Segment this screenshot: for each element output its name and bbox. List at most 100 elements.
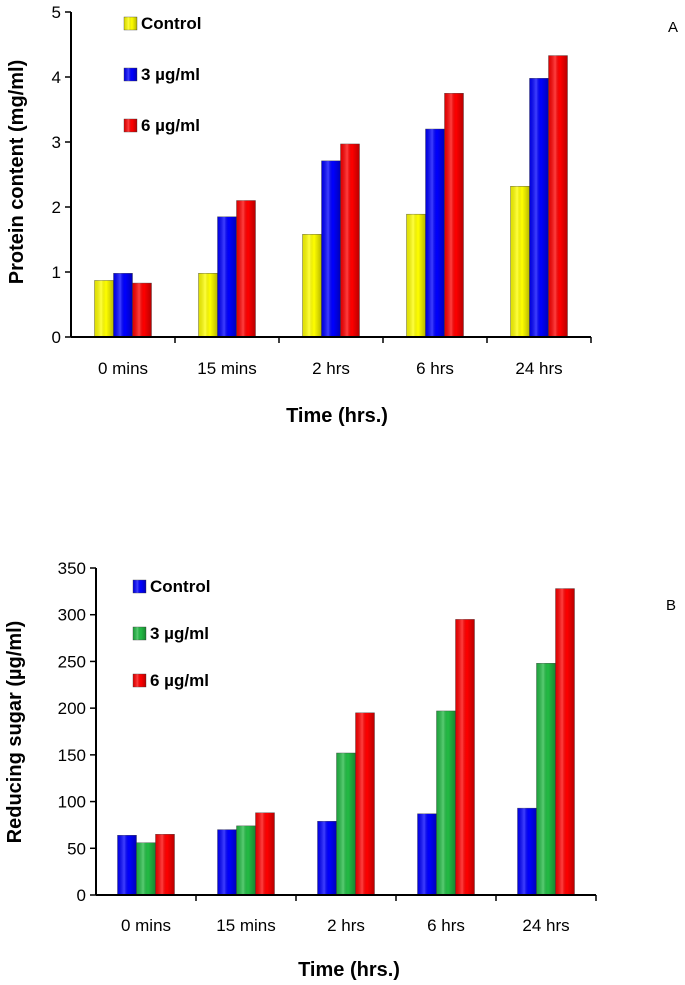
x-category-label: 24 hrs: [515, 359, 562, 378]
y-tick-label: 100: [58, 793, 86, 812]
bar-shade: [113, 273, 133, 337]
bar: [340, 143, 360, 338]
y-tick-label: 150: [58, 746, 86, 765]
y-axis-title-a: Protein content (mg/ml): [6, 60, 28, 284]
legend-swatch-shade: [124, 119, 137, 132]
x-category-label: 15 mins: [216, 916, 276, 935]
bar-shade: [155, 834, 175, 895]
bar-shade: [548, 55, 568, 338]
bar-shade: [198, 273, 218, 337]
x-category-label: 2 hrs: [312, 359, 350, 378]
bar-shade: [536, 663, 556, 895]
bar: [217, 216, 237, 338]
bar-shade: [455, 619, 475, 895]
bar-shade: [340, 143, 360, 337]
bar: [236, 825, 256, 896]
bar: [417, 813, 437, 896]
panel-label-a: A: [668, 19, 678, 36]
y-tick-label: 5: [52, 3, 61, 22]
y-tick-label: 2: [52, 198, 61, 217]
bar: [255, 812, 275, 896]
x-category-label: 2 hrs: [327, 916, 365, 935]
bar-shade: [510, 186, 530, 337]
y-axis-title-b: Reducing sugar (µg/ml): [4, 621, 26, 844]
bar-shade: [406, 214, 426, 337]
y-tick-label: 200: [58, 699, 86, 718]
legend-swatch-shade: [133, 674, 146, 687]
x-category-label: 6 hrs: [416, 359, 454, 378]
chart-panel-a: A Protein content (mg/ml) Time (hrs.) 0 1…: [6, 3, 678, 427]
bar-shade: [529, 78, 549, 338]
legend-label: 3 µg/ml: [150, 624, 209, 643]
legend-swatch-shade: [133, 627, 146, 640]
bar-shade: [555, 588, 575, 895]
legend-swatch-shade: [133, 580, 146, 593]
legend-label: 3 µg/ml: [141, 65, 200, 84]
bar: [425, 128, 445, 338]
y-tick-label: 1: [52, 263, 61, 282]
bar: [336, 752, 356, 896]
bar: [302, 234, 322, 338]
bar-shade: [425, 129, 445, 337]
bar: [355, 712, 375, 896]
bar: [321, 160, 341, 338]
bar: [236, 200, 256, 338]
bar-shade: [355, 712, 375, 895]
bar-shade: [517, 808, 537, 895]
bar: [548, 55, 568, 338]
x-categories-b: 0 mins 15 mins 2 hrs 6 hrs 24 hrs: [121, 895, 597, 935]
y-ticks-a: 0 1 2 3 4 5: [52, 3, 71, 347]
bar-shade: [94, 280, 114, 337]
bar: [113, 273, 133, 338]
legend-item: Control: [132, 577, 210, 596]
y-tick-label: 250: [58, 652, 86, 671]
bar: [436, 710, 456, 896]
bar-shade: [444, 93, 464, 337]
bar: [132, 282, 152, 338]
bar: [198, 273, 218, 338]
bar-shade: [136, 842, 156, 895]
bar-shade: [217, 829, 237, 895]
bar-shade: [255, 812, 275, 895]
y-tick-label: 0: [77, 886, 86, 905]
y-tick-label: 0: [52, 328, 61, 347]
bar: [555, 588, 575, 896]
legend-item: 3 µg/ml: [123, 65, 200, 84]
legend-item: Control: [123, 14, 201, 33]
bar: [406, 213, 426, 338]
axes-a: [70, 12, 591, 338]
bar: [117, 835, 137, 896]
legend-item: 3 µg/ml: [132, 624, 209, 643]
y-ticks-b: 0 50 100 150 200 250 300 350: [58, 559, 96, 905]
bar: [510, 185, 530, 338]
bar-shade: [302, 234, 322, 337]
bar-shade: [117, 835, 137, 895]
y-tick-label: 4: [52, 68, 61, 87]
bar-shade: [436, 710, 456, 895]
legend-label: 6 µg/ml: [141, 116, 200, 135]
legend-swatch-shade: [124, 68, 137, 81]
y-tick-label: 350: [58, 559, 86, 578]
bar: [217, 829, 237, 896]
x-category-label: 0 mins: [98, 359, 148, 378]
bar: [317, 820, 337, 896]
x-categories-a: 0 mins 15 mins 2 hrs 6 hrs 24 hrs: [98, 337, 592, 378]
legend-b: Control 3 µg/ml 6 µg/ml: [132, 577, 210, 690]
bar: [444, 93, 464, 338]
bar-shade: [336, 752, 356, 895]
x-category-label: 24 hrs: [522, 916, 569, 935]
legend-item: 6 µg/ml: [123, 116, 200, 135]
legend-item: 6 µg/ml: [132, 671, 209, 690]
bar-shade: [321, 160, 341, 337]
bar: [529, 78, 549, 338]
bar: [517, 807, 537, 896]
x-category-label: 0 mins: [121, 916, 171, 935]
bar: [94, 280, 114, 338]
x-category-label: 6 hrs: [427, 916, 465, 935]
legend-label: Control: [150, 577, 210, 596]
bar: [136, 842, 156, 896]
axes-b: [95, 568, 596, 896]
chart-panel-b: B Reducing sugar (µg/ml) Time (hrs.) 0 50…: [4, 559, 676, 981]
legend-label: Control: [141, 14, 201, 33]
